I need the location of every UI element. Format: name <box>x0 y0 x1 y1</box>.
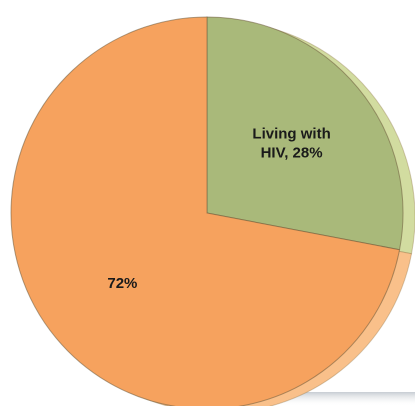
pie-slice-0 <box>206 16 404 251</box>
pie-labels: Living with HIV, 28% 72% <box>107 126 330 293</box>
pie-slice-label-1-line-0: 72% <box>107 275 137 292</box>
pie-slice-label-0-line-0: Living with <box>252 126 330 143</box>
pie-slices <box>10 16 415 406</box>
pie-slice-1 <box>10 16 401 406</box>
pie-slice-label-0-line-1: HIV, 28% <box>261 145 323 162</box>
